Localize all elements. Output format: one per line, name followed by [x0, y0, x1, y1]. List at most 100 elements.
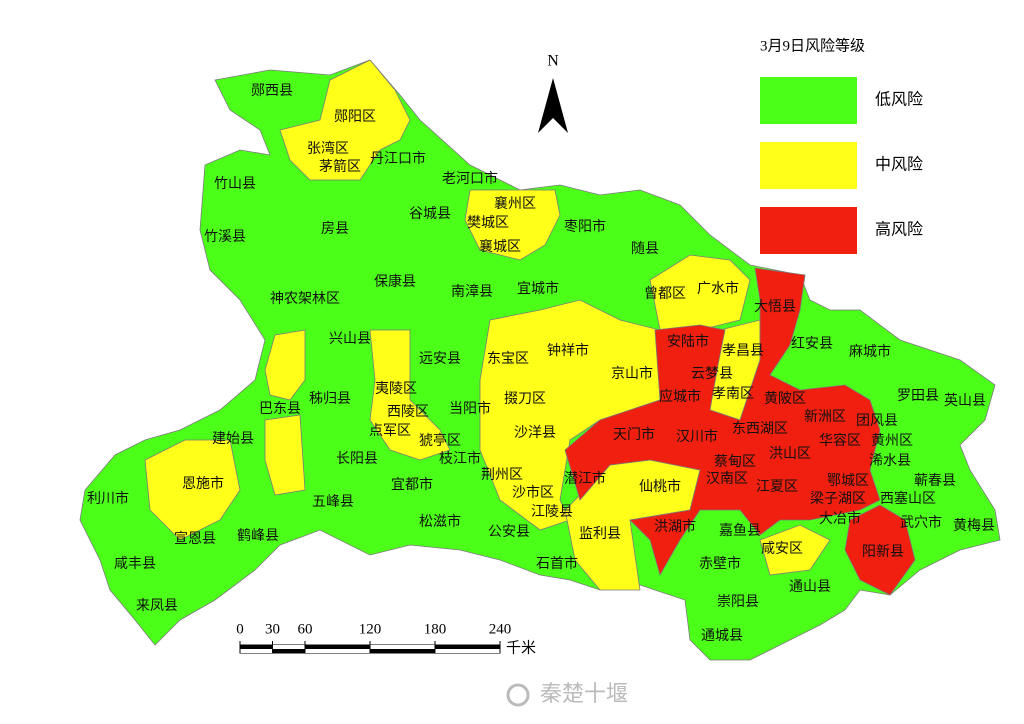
scale-tick-label: 120 — [359, 621, 382, 637]
medium-risk-area — [279, 59, 411, 181]
district-label: 茅箭区 — [319, 158, 361, 175]
district-label: 谷城县 — [409, 206, 451, 222]
district-label: 东宝区 — [487, 351, 529, 367]
district-label: 樊城区 — [467, 215, 509, 231]
scale-tick-label: 60 — [298, 621, 313, 637]
scale-segment — [272, 649, 305, 653]
district-label: 襄州区 — [494, 196, 536, 212]
district-label: 宜城市 — [517, 280, 559, 297]
district-label: 宣恩县 — [174, 531, 216, 547]
district-label: 鹤峰县 — [237, 528, 279, 544]
district-label: 孝南区 — [712, 386, 754, 402]
district-label: 大悟县 — [754, 299, 796, 315]
district-label: 点军区 — [369, 423, 411, 439]
scale-segment — [435, 649, 500, 653]
medium-risk-area — [759, 524, 831, 576]
district-label: 枝江市 — [439, 450, 481, 467]
district-label: 孝昌县 — [722, 343, 764, 359]
district-label: 潜江市 — [564, 470, 606, 487]
district-label: 梁子湖区 — [810, 491, 866, 507]
district-label: 咸安区 — [761, 541, 803, 557]
district-label: 竹溪县 — [204, 229, 246, 245]
district-label: 新洲区 — [804, 409, 846, 425]
district-label: 当阳市 — [449, 400, 491, 417]
legend-label: 低风险 — [875, 91, 923, 109]
district-label: 随县 — [631, 241, 659, 257]
district-label: 夷陵区 — [375, 381, 417, 397]
district-label: 保康县 — [374, 273, 416, 290]
district-label: 咸丰县 — [114, 556, 156, 572]
watermark: 秦楚十堰 — [540, 681, 628, 706]
scale-segment — [272, 645, 305, 649]
district-label: 远安县 — [419, 351, 461, 367]
district-label: 崇阳县 — [717, 594, 759, 610]
medium-risk-area — [479, 299, 661, 531]
district-label: 安陆市 — [667, 333, 709, 350]
district-label: 监利县 — [579, 526, 621, 542]
district-label: 神农架林区 — [270, 291, 340, 307]
district-label: 通城县 — [701, 628, 743, 644]
district-label: 通山县 — [789, 579, 831, 595]
district-label: 来凤县 — [136, 598, 178, 614]
district-label: 黄州区 — [871, 432, 913, 449]
district-label: 英山县 — [944, 392, 986, 409]
district-label: 江夏区 — [756, 479, 798, 495]
high-risk-area — [564, 267, 881, 577]
district-label: 利川市 — [87, 490, 129, 507]
district-label: 洪湖市 — [654, 518, 696, 535]
district-label: 巴东县 — [259, 401, 301, 417]
district-label: 罗田县 — [897, 389, 939, 404]
district-label: 天门市 — [613, 426, 655, 443]
scale-segment — [370, 649, 435, 653]
district-label: 京山市 — [611, 365, 653, 382]
district-label: 长阳县 — [336, 451, 378, 467]
district-label: 老河口市 — [442, 170, 498, 187]
district-label: 曾都区 — [644, 286, 686, 302]
district-label: 枣阳市 — [564, 218, 606, 235]
district-label: 黄陂区 — [764, 390, 806, 407]
district-label: 兴山县 — [329, 331, 371, 347]
scale-tick-label: 0 — [236, 621, 244, 637]
district-label: 汉南区 — [706, 471, 748, 487]
district-label: 荆州区 — [481, 467, 523, 483]
district-label: 猇亭区 — [419, 432, 461, 449]
district-label: 五峰县 — [312, 494, 354, 510]
medium-risk-area — [264, 329, 306, 401]
medium-risk-area — [264, 414, 306, 496]
district-label: 蔡甸区 — [714, 454, 756, 470]
district-label: 大冶市 — [819, 510, 861, 527]
scale-unit: 千米 — [506, 639, 536, 656]
district-label: 西塞山区 — [880, 490, 936, 507]
scale-segment — [305, 645, 370, 649]
scale-segment — [240, 645, 273, 649]
district-label: 应城市 — [659, 388, 701, 405]
high-risk-area — [844, 504, 916, 596]
district-label: 西陵区 — [387, 404, 429, 420]
scale-tick-label: 240 — [489, 621, 512, 637]
district-label: 松滋市 — [419, 513, 461, 530]
district-label: 团风县 — [856, 414, 898, 429]
medium-risk-area — [144, 439, 241, 541]
legend-swatch — [760, 77, 857, 124]
district-label: 钟祥市 — [547, 342, 589, 359]
district-label: 掇刀区 — [504, 391, 546, 407]
scale-segment — [240, 649, 273, 653]
district-label: 江陵县 — [531, 504, 573, 520]
district-label: 襄城区 — [479, 239, 521, 255]
district-label: 嘉鱼县 — [719, 522, 761, 539]
district-label: 汉川市 — [676, 428, 718, 445]
legend-swatch — [760, 142, 857, 189]
scale-segment — [370, 645, 435, 649]
district-label: 阳新县 — [862, 544, 904, 560]
district-label: 石首市 — [536, 555, 578, 572]
district-label: 竹山县 — [214, 176, 256, 192]
district-label: 东西湖区 — [732, 421, 788, 437]
district-label: 武穴市 — [900, 514, 942, 531]
north-arrow — [538, 78, 568, 133]
district-label: 秭归县 — [309, 390, 351, 407]
district-label: 沙洋县 — [514, 425, 556, 441]
district-label: 赤壁市 — [699, 555, 741, 572]
north-label: N — [547, 53, 559, 70]
